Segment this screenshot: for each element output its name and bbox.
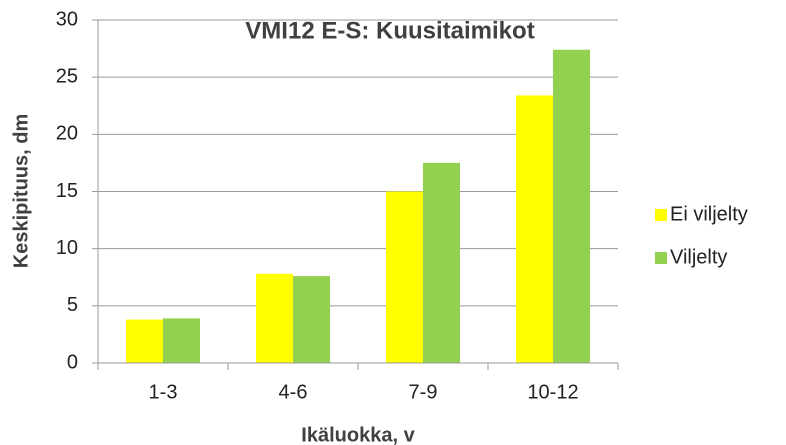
bar bbox=[516, 95, 553, 364]
bar bbox=[423, 162, 460, 363]
bar bbox=[553, 49, 590, 364]
x-tick-label: 10-12 bbox=[527, 381, 578, 403]
y-tick-label: 10 bbox=[56, 237, 78, 259]
y-axis-label: Keskipituus, dm bbox=[10, 114, 32, 268]
x-tick-label: 7-9 bbox=[409, 381, 438, 403]
bar bbox=[163, 318, 200, 363]
y-tick-label: 25 bbox=[56, 65, 78, 87]
bar bbox=[256, 273, 293, 363]
x-tick-label: 4-6 bbox=[279, 381, 308, 403]
legend-label: Ei viljelty bbox=[670, 203, 748, 225]
y-tick-label: 30 bbox=[56, 8, 78, 30]
legend-swatch bbox=[655, 209, 667, 221]
y-tick-label: 0 bbox=[67, 351, 78, 373]
bar bbox=[126, 319, 163, 363]
legend-label: Viljelty bbox=[670, 246, 727, 268]
y-tick-label: 15 bbox=[56, 180, 78, 202]
legend-swatch bbox=[655, 252, 667, 264]
bar bbox=[386, 191, 423, 363]
x-axis-label: Ikäluokka, v bbox=[301, 424, 415, 445]
y-tick-label: 20 bbox=[56, 123, 78, 145]
bar bbox=[293, 276, 330, 363]
x-tick-label: 1-3 bbox=[149, 381, 178, 403]
chart-title: VMI12 E-S: Kuusitaimikot bbox=[245, 17, 534, 44]
y-tick-label: 5 bbox=[67, 294, 78, 316]
